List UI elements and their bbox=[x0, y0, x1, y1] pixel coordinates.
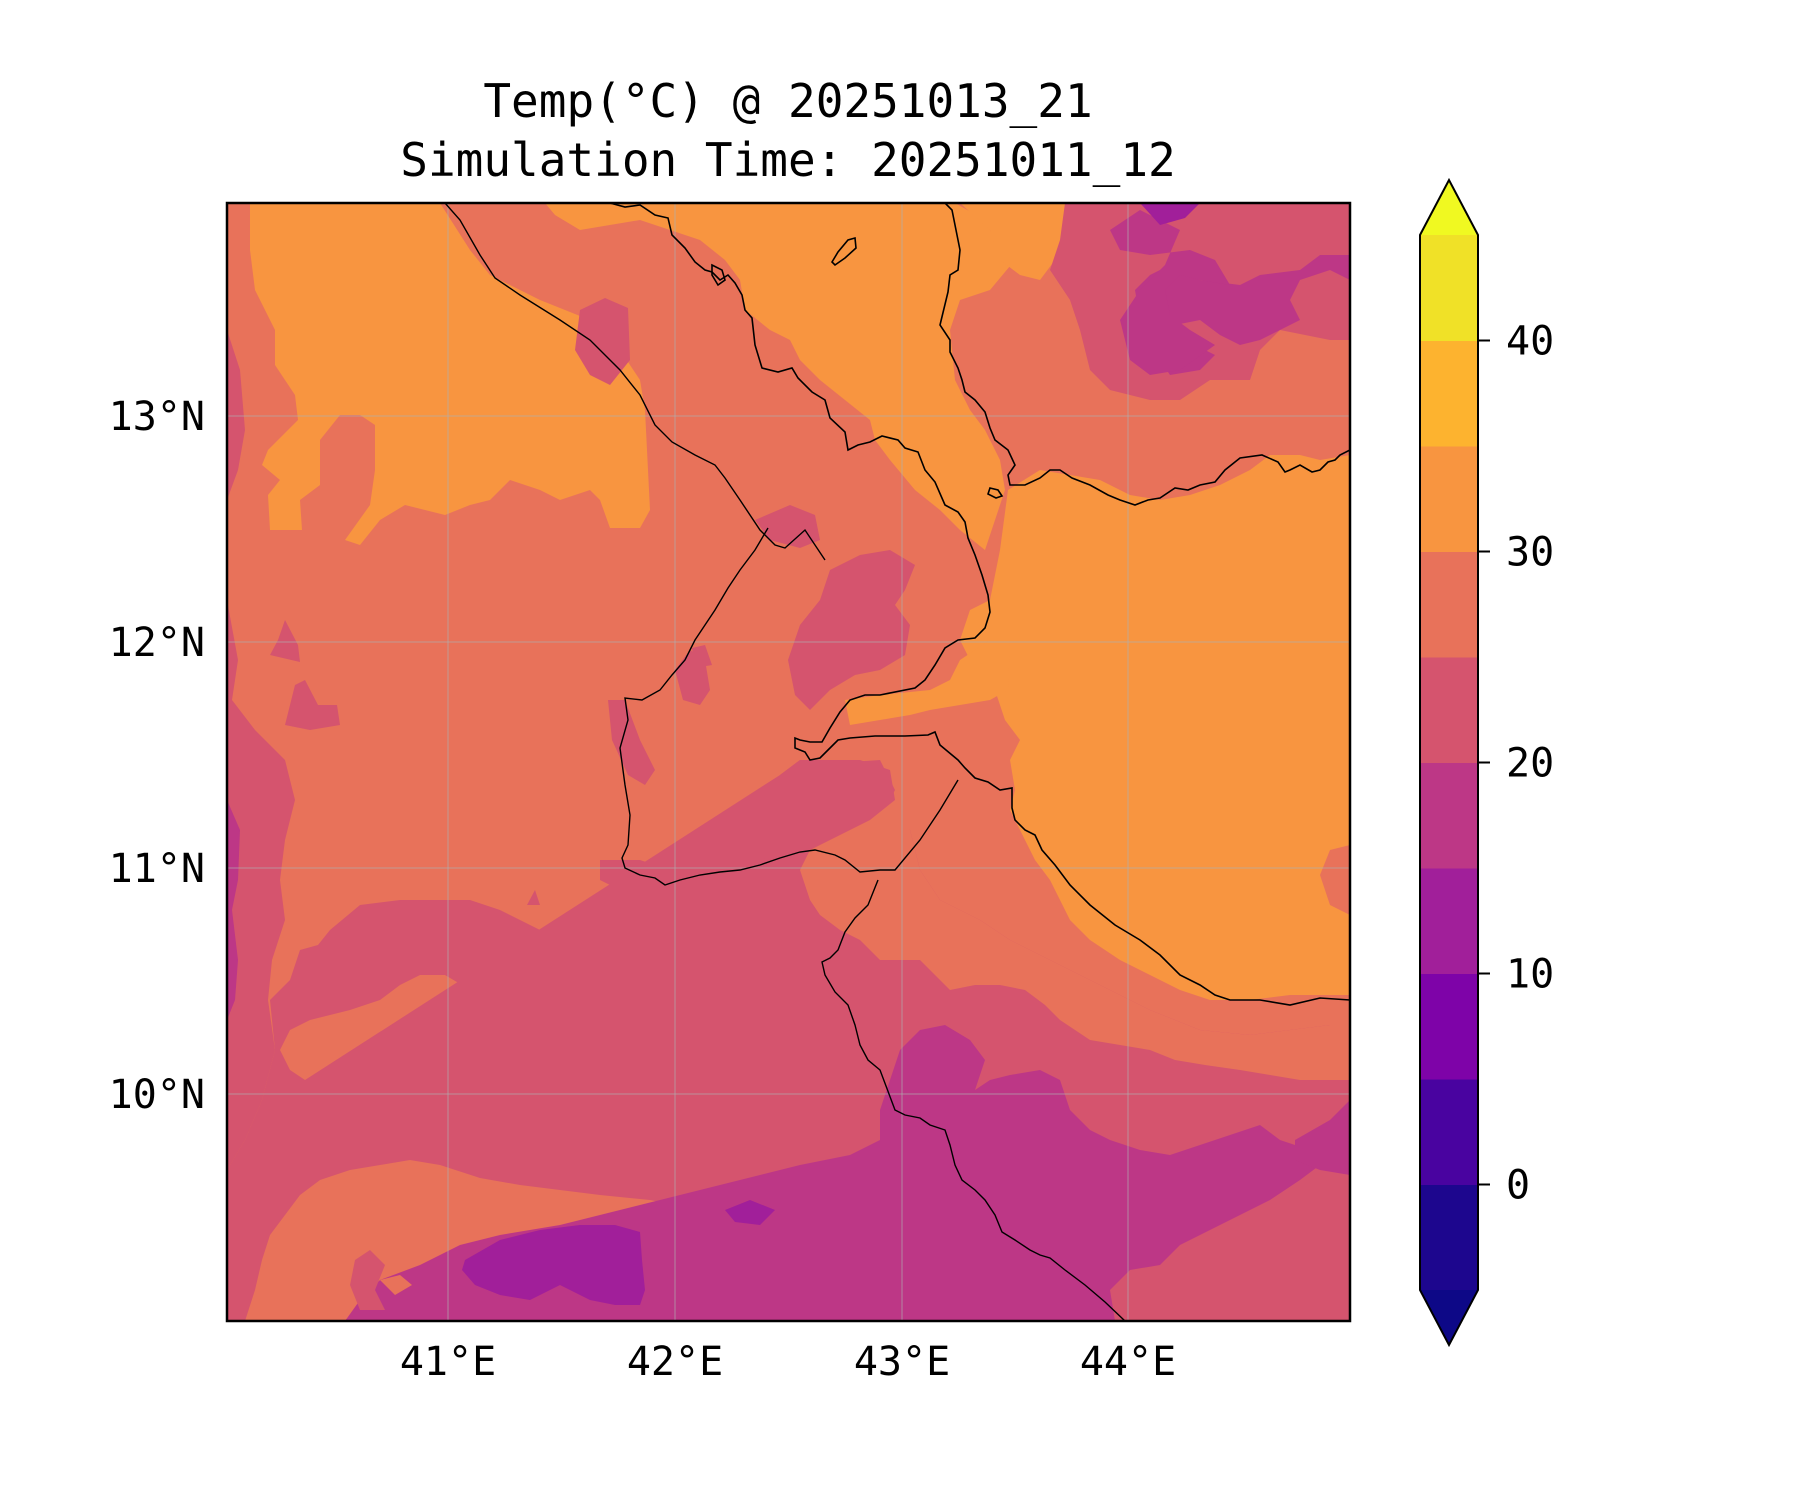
band-15-20-se-edge bbox=[1295, 1100, 1350, 1175]
band-30-35-gulf-of-aden bbox=[960, 455, 1350, 1000]
colorbar-segment bbox=[1420, 657, 1478, 763]
band-20-25-south-east-pocket bbox=[1110, 1165, 1350, 1321]
colorbar-segment bbox=[1420, 868, 1478, 974]
colorbar: 0 10 20 30 40 bbox=[1419, 177, 1554, 1348]
colorbar-segment bbox=[1420, 551, 1478, 658]
colorbar-extend-over bbox=[1420, 180, 1478, 235]
gridlines bbox=[227, 203, 1350, 1321]
x-tick-label-44: 44°E bbox=[1080, 1339, 1176, 1385]
colorbar-segment bbox=[1420, 1184, 1478, 1291]
band-25-30-somaliland bbox=[800, 780, 1350, 1080]
colorbar-segment bbox=[1420, 340, 1478, 447]
x-tick-label-41: 41°E bbox=[400, 1339, 496, 1385]
band-10-15-south-core bbox=[462, 1225, 645, 1305]
band-20-25-sw-spot bbox=[350, 1250, 385, 1310]
x-tick-label-42: 42°E bbox=[627, 1339, 723, 1385]
band-30-35-red-sea bbox=[545, 203, 1015, 550]
y-tick-label-10: 10°N bbox=[109, 1072, 205, 1118]
map-area bbox=[227, 203, 1350, 1321]
colorbar-segment bbox=[1420, 762, 1478, 869]
map-title: Temp(°C) @ 20251013_21 bbox=[483, 74, 1092, 128]
band-10-15-south-spot bbox=[725, 1200, 775, 1225]
colorbar-tick-label: 20 bbox=[1506, 741, 1554, 787]
x-axis: 41°E 42°E 43°E 44°E bbox=[400, 1339, 1176, 1385]
map-frame bbox=[225, 201, 1352, 1323]
colorbar-tick-label: 10 bbox=[1506, 952, 1554, 998]
y-tick-label-11: 11°N bbox=[109, 846, 205, 892]
y-tick-label-13: 13°N bbox=[109, 394, 205, 440]
colorbar-segment bbox=[1420, 973, 1478, 1080]
colorbar-tick-label: 30 bbox=[1506, 530, 1554, 576]
band-20-25-spot-e bbox=[285, 680, 340, 730]
colorbar-outline bbox=[1419, 177, 1479, 1348]
band-30-35-northwest bbox=[250, 203, 650, 545]
band-20-25-spot-b bbox=[608, 700, 655, 785]
band-20-25-spot-h bbox=[527, 890, 540, 905]
band-20-25-spot-f bbox=[585, 910, 615, 932]
map-subtitle: Simulation Time: 20251011_12 bbox=[400, 133, 1175, 187]
colorbar-segment bbox=[1420, 1079, 1478, 1185]
band-20-25-spot-c bbox=[692, 645, 712, 668]
band-20-25-center bbox=[600, 760, 895, 905]
band-20-25-west bbox=[227, 600, 295, 1170]
x-tick-label-43: 43°E bbox=[854, 1339, 950, 1385]
band-10-15-ne-spot bbox=[1140, 203, 1200, 225]
colorbar-tick-label: 40 bbox=[1506, 319, 1554, 365]
band-20-25-nw-spot bbox=[575, 298, 630, 385]
colorbar-segment bbox=[1420, 235, 1478, 341]
coastlines bbox=[609, 203, 1350, 1006]
band-30-35-gulf-of-tadjoura bbox=[845, 640, 1010, 725]
country-borders bbox=[444, 203, 1126, 1321]
band-30-35-red-sea-ne bbox=[960, 203, 1080, 280]
band-20-25-djibouti-nw bbox=[755, 505, 820, 548]
colorbar-tick-label: 0 bbox=[1506, 1163, 1530, 1209]
colorbar-extend-under bbox=[1420, 1290, 1478, 1345]
y-axis: 13°N 12°N 11°N 10°N bbox=[109, 394, 205, 1118]
y-tick-label-12: 12°N bbox=[109, 620, 205, 666]
band-20-25-djibouti bbox=[788, 550, 915, 710]
band-25-30-sw-spot bbox=[380, 1275, 412, 1295]
band-15-20-ne-core bbox=[1110, 210, 1230, 375]
band-20-25-spot-d bbox=[270, 620, 300, 662]
colorbar-segment bbox=[1420, 446, 1478, 552]
band-15-20-west bbox=[227, 800, 240, 1020]
band-20-25-nw-edge bbox=[227, 330, 245, 500]
band-20-25-spot-g bbox=[388, 1060, 420, 1095]
